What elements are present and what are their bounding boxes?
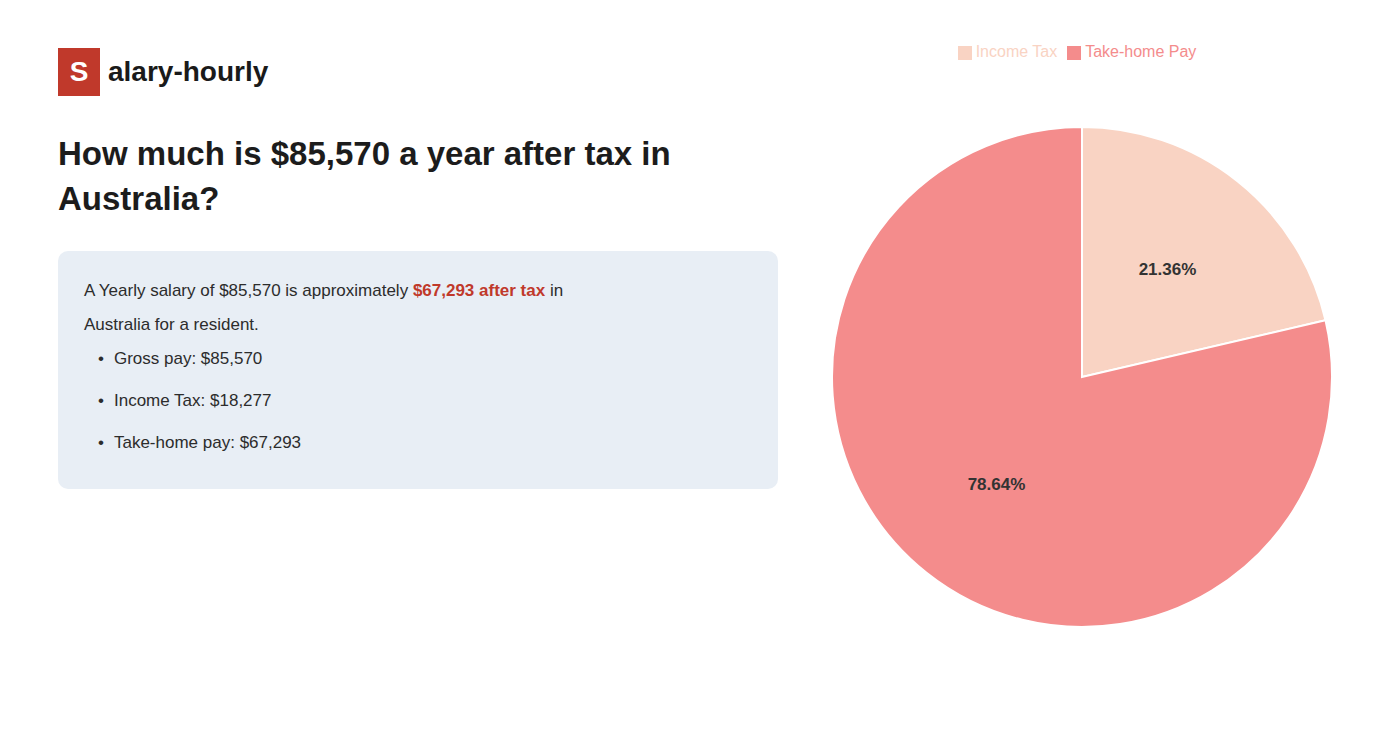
html-text:Take-home pay: $67,293: Take-home pay: $67,293	[114, 433, 302, 453]
html-text:A Yearly salary of $85,570 is: A Yearly salary of $85,570 is approximat…	[84, 281, 564, 301]
svg-text:78.64%: 78.64%	[968, 475, 1026, 494]
html-text:Take-home Pay: Take-home Pay	[1085, 43, 1197, 60]
html-text:Income Tax: Income Tax	[975, 43, 1058, 60]
html-text:Australia?: Australia?	[58, 179, 220, 217]
svg-text:21.36%: 21.36%	[1139, 260, 1197, 279]
html-text:Income Tax: $18,277: Income Tax: $18,277	[114, 391, 272, 411]
html-text:alary-hourly: alary-hourly	[108, 56, 269, 87]
html-text:Australia for a resident.: Australia for a resident.	[84, 315, 259, 335]
html-text:S: S	[69, 56, 89, 87]
html-text:Gross pay: $85,570: Gross pay: $85,570	[114, 349, 263, 369]
html-text:How much is $85,570 a year aft: How much is $85,570 a year after tax in	[58, 135, 671, 172]
